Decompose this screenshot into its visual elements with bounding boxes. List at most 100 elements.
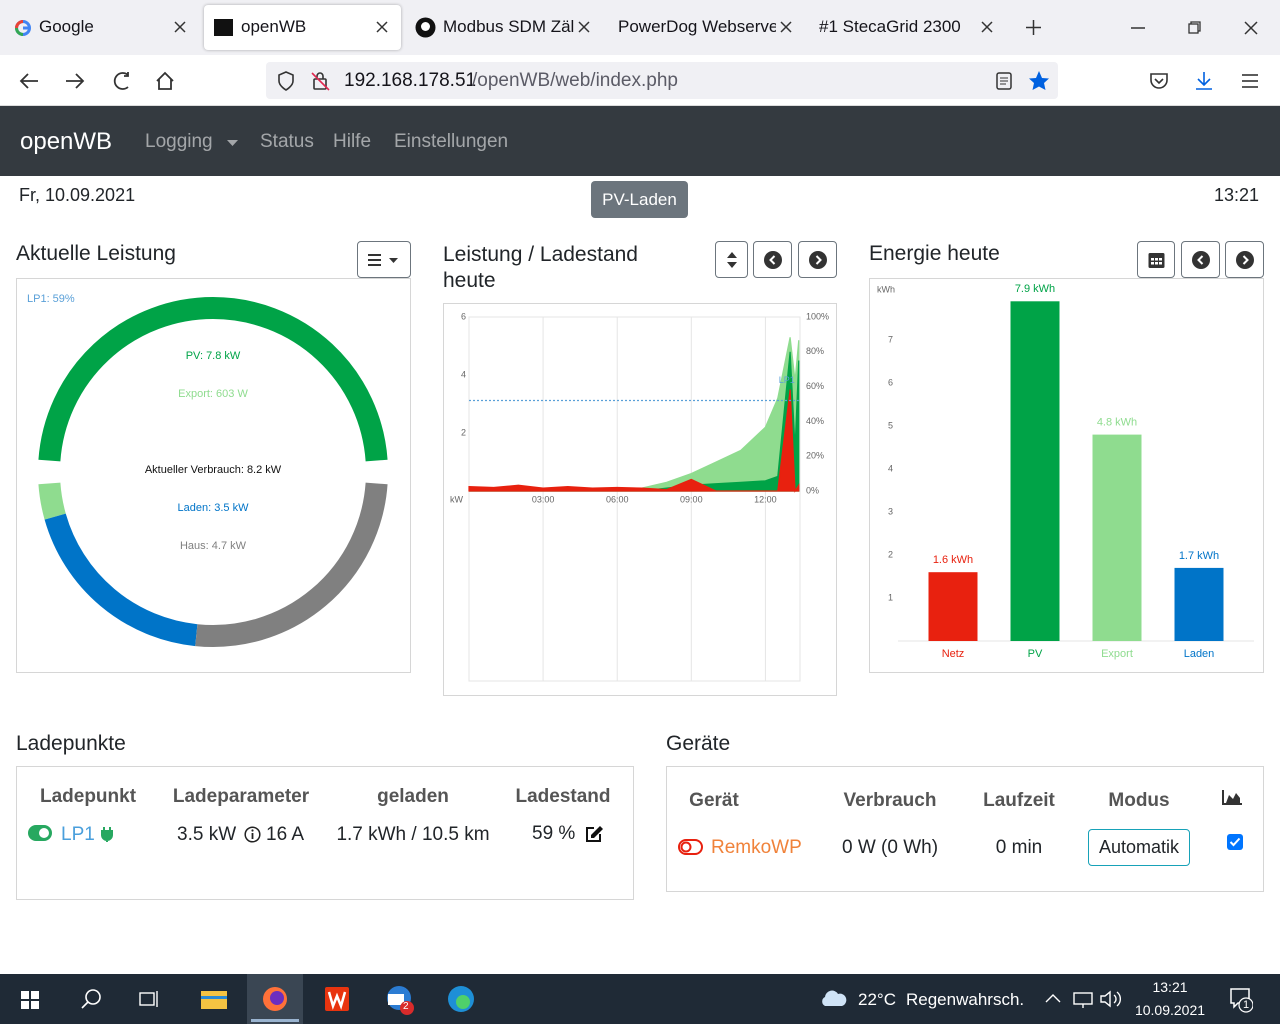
security-icons <box>278 71 330 91</box>
restore[interactable] <box>1188 21 1201 34</box>
x-tick-label: 03:00 <box>532 494 555 504</box>
tab-close[interactable] <box>578 21 590 33</box>
segment-label: Export: 603 W <box>178 388 248 400</box>
active-tab[interactable] <box>204 5 401 50</box>
weather-icon <box>822 990 847 1006</box>
x-tick-label: Laden <box>1184 648 1215 660</box>
table-header: Verbrauch <box>843 790 937 811</box>
tab-close[interactable] <box>981 21 993 33</box>
panel-title: Leistung / Ladestand heute <box>443 243 638 292</box>
y2-tick-label: 40% <box>806 416 824 426</box>
minimize[interactable] <box>1131 27 1145 31</box>
chargepoint-name[interactable]: LP1 <box>61 824 95 845</box>
navbar <box>0 106 1280 176</box>
y2-tick-label: 60% <box>806 381 824 391</box>
section-title: Geräte <box>666 732 731 755</box>
value-label: 1.6 kWh <box>933 554 973 566</box>
ring-segment <box>195 482 388 647</box>
segment-label: Laden: 3.5 kW <box>178 502 250 514</box>
x-tick-label: 06:00 <box>606 494 629 504</box>
device-consumption: 0 W (0 Wh) <box>841 837 939 858</box>
panel-title: Energie heute <box>869 242 1000 265</box>
next-button[interactable] <box>1225 241 1264 278</box>
soc: 59 % <box>532 823 576 844</box>
value-label: 7.9 kWh <box>1015 283 1055 295</box>
clock-date: 10.09.2021 <box>1134 1002 1206 1018</box>
new-tab[interactable] <box>1025 19 1042 36</box>
table-header: Modus <box>1108 790 1170 811</box>
panel <box>666 766 1264 892</box>
tab-title[interactable]: PowerDog Webserve <box>618 17 776 36</box>
url-icons[interactable] <box>994 70 1050 92</box>
menu-button[interactable] <box>357 241 411 278</box>
calendar-button[interactable] <box>1137 241 1175 278</box>
checkbox[interactable] <box>1227 834 1243 850</box>
edit-icon[interactable] <box>585 825 604 843</box>
info-icon <box>244 826 261 843</box>
prev-button[interactable] <box>1181 241 1220 278</box>
y-tick-label: 5 <box>888 420 893 430</box>
section-title: Ladepunkte <box>16 732 126 755</box>
y-tick-label: 6 <box>888 377 893 387</box>
segment-label: PV: 7.8 kW <box>186 350 241 362</box>
date: Fr, 10.09.2021 <box>19 185 136 205</box>
url-path: /openWB/web/index.php <box>472 70 678 91</box>
plug-icon <box>101 827 113 842</box>
mode-button[interactable]: Automatik <box>1088 829 1190 866</box>
tab-title[interactable]: openWB <box>241 17 307 36</box>
prev-button[interactable] <box>753 241 792 278</box>
y-tick-label: 7 <box>888 334 893 344</box>
tab-close[interactable] <box>780 21 792 33</box>
area <box>468 389 800 493</box>
notification-icon[interactable] <box>1229 987 1253 1013</box>
table-header: Ladepunkt <box>39 786 137 807</box>
table-header: Ladeparameter <box>172 786 310 807</box>
toolbar-icons[interactable] <box>1148 70 1264 92</box>
value-label: 4.8 kWh <box>1097 417 1137 429</box>
table-header: geladen <box>377 786 449 807</box>
mode-button[interactable]: PV-Laden <box>591 181 688 218</box>
bar-chart: kWh 1 2 3 4 5 6 7 1.6 kWh Netz 7.9 kWh PV 4.8 kWh Exp… <box>877 283 1254 660</box>
y2-tick-label: 0% <box>806 485 819 495</box>
toggle-on[interactable] <box>28 825 52 841</box>
tab-title[interactable]: Google <box>39 17 94 36</box>
tab-title[interactable]: Modbus SDM Zäl <box>443 17 575 36</box>
ring-segment <box>38 482 66 520</box>
panel <box>16 766 634 900</box>
close-window[interactable] <box>1244 21 1258 35</box>
panel-title: Aktuelle Leistung <box>16 242 176 265</box>
next-button[interactable] <box>798 241 837 278</box>
tab-close[interactable] <box>174 21 186 33</box>
y-tick-label: 1 <box>888 592 893 602</box>
taskbar-apps[interactable] <box>0 974 500 1024</box>
brand[interactable]: openWB <box>20 128 113 155</box>
area <box>469 337 800 492</box>
panel <box>869 278 1264 673</box>
clock-time: 13:21 <box>1152 979 1188 995</box>
toggle-off[interactable] <box>678 839 703 855</box>
nav-item[interactable]: Status <box>260 131 314 152</box>
x-tick-label: Netz <box>942 648 965 660</box>
tab-title[interactable]: #1 StecaGrid 2300 <box>819 17 961 36</box>
tray-icons[interactable] <box>1043 988 1128 1010</box>
charge-current: 16 A <box>266 824 305 845</box>
chart-icon[interactable] <box>1222 789 1243 806</box>
device-name[interactable]: RemkoWP <box>711 837 802 858</box>
series-label: LP1 <box>779 375 795 385</box>
url-bar[interactable] <box>266 62 1058 99</box>
y-tick-label: 6 <box>461 311 466 321</box>
sort-button[interactable] <box>715 241 748 278</box>
y2-tick-label: 100% <box>806 311 829 321</box>
charge-power: 3.5 kW <box>177 824 237 845</box>
bar <box>1010 301 1060 641</box>
openwb-icon <box>214 19 233 36</box>
nav-item[interactable]: Hilfe <box>333 131 372 152</box>
charged-energy: 1.7 kWh / 10.5 km <box>336 824 490 845</box>
tab-close[interactable] <box>376 21 388 33</box>
x-tick-label: Export <box>1101 648 1133 660</box>
nav-item[interactable]: Einstellungen <box>394 131 509 152</box>
nav-item[interactable]: Logging <box>145 131 213 152</box>
nav-buttons[interactable] <box>18 70 178 92</box>
mail-badge: 2 <box>403 1001 409 1012</box>
